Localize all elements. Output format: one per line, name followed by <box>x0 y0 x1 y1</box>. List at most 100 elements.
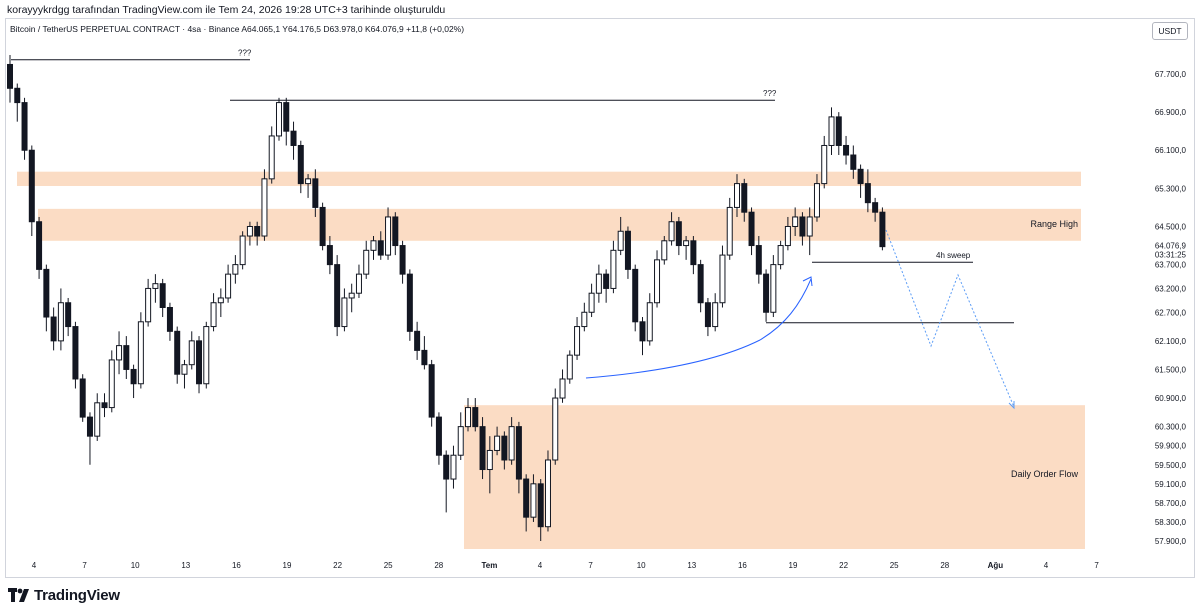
price-tick-label: 62.100,0 <box>1155 337 1187 346</box>
candle-body-up <box>734 183 740 208</box>
candle <box>43 264 50 332</box>
candle-body-down <box>879 211 886 248</box>
candle-body-down <box>283 102 290 132</box>
candle <box>515 421 522 494</box>
candle-body-down <box>472 407 479 428</box>
candle-body-up <box>363 249 370 275</box>
candles-layer <box>7 54 886 541</box>
candle-body-up <box>494 435 501 451</box>
candle-body-up <box>57 302 64 342</box>
candle <box>748 207 755 256</box>
daily-order-flow-zone <box>464 405 1085 549</box>
candle-body-down <box>435 416 442 456</box>
candle <box>457 412 464 460</box>
candle <box>704 297 711 337</box>
candle-body-down <box>79 378 86 418</box>
price-tick-label: 59.100,0 <box>1155 480 1187 489</box>
candle <box>326 236 333 275</box>
time-tick-label: 25 <box>890 561 899 570</box>
price-tick-label: 66.100,0 <box>1155 146 1187 155</box>
candle-body-down <box>799 216 806 237</box>
candle-body-up <box>588 292 595 313</box>
candle <box>130 364 137 399</box>
candle-body-up <box>457 426 464 456</box>
candle-body-down <box>399 245 406 275</box>
price-tick-label: 60.900,0 <box>1155 394 1187 403</box>
time-tick-label: 10 <box>637 561 646 570</box>
candle <box>755 236 762 284</box>
candle-countdown: 03:31:25 <box>1155 251 1187 260</box>
candle <box>239 231 246 270</box>
candle-body-up <box>595 273 602 294</box>
candle <box>399 240 406 284</box>
candle <box>479 417 486 480</box>
candle <box>792 207 799 237</box>
price-tick-label: 65.300,0 <box>1155 184 1187 193</box>
candle-body-down <box>421 349 428 366</box>
candle <box>537 479 544 541</box>
candle <box>319 202 326 251</box>
candle <box>188 331 195 370</box>
price-axis: 57.900,0 58.300,0 58.700,0 59.100,0 59.500,0… <box>1155 70 1187 546</box>
candle <box>719 245 726 308</box>
candle-body-up <box>137 321 144 385</box>
time-tick-label: 22 <box>839 561 848 570</box>
candle-body-down <box>159 283 166 308</box>
candle-body-up <box>145 287 152 323</box>
candle <box>385 207 392 260</box>
time-tick-label: 13 <box>181 561 190 570</box>
candle <box>726 197 733 260</box>
candle-body-up <box>610 249 617 289</box>
time-tick-label: 28 <box>434 561 443 570</box>
candle <box>770 255 777 318</box>
candle <box>348 283 355 313</box>
candle <box>683 236 690 260</box>
candle-body-down <box>864 183 871 204</box>
candle-body-up <box>530 483 537 518</box>
candle-body-up <box>784 225 791 247</box>
candle <box>588 283 595 318</box>
candle <box>552 388 559 465</box>
chart-frame <box>5 18 1195 578</box>
candle-body-up <box>261 178 268 237</box>
sweep-label: 4h sweep <box>936 251 971 260</box>
candle-body-down <box>624 230 631 270</box>
price-tick-label: 67.700,0 <box>1155 70 1187 79</box>
candle-body-up <box>719 254 726 304</box>
time-tick-label: 4 <box>32 561 37 570</box>
projection-arrowhead <box>1008 401 1015 410</box>
candle-body-down <box>843 144 850 156</box>
candle <box>821 135 828 189</box>
range-high-zone <box>38 208 1081 241</box>
candle-body-up <box>617 230 624 251</box>
candle-body-up <box>574 326 581 356</box>
candle <box>857 164 864 198</box>
candle <box>414 321 421 360</box>
currency-button[interactable]: USDT <box>1152 22 1188 40</box>
symbol-info[interactable]: Bitcoin / TetherUS PERPETUAL CONTRACT · … <box>10 24 465 34</box>
zones-layer <box>17 171 1085 549</box>
candle <box>232 255 239 284</box>
candle <box>610 240 617 294</box>
candle <box>806 207 813 256</box>
candle <box>566 350 573 384</box>
candle-body-up <box>203 326 210 385</box>
candle <box>654 250 661 308</box>
candle <box>835 112 842 156</box>
candle-body-up <box>683 240 690 247</box>
candle <box>872 197 879 222</box>
candle <box>50 307 57 351</box>
candle-body-up <box>552 397 559 461</box>
candle-body-down <box>515 426 522 480</box>
tradingview-logo[interactable]: TradingView <box>8 586 120 604</box>
candle <box>421 336 428 370</box>
candle <box>734 174 740 217</box>
time-tick-label: 25 <box>384 561 393 570</box>
candle-body-down <box>50 316 57 342</box>
candle-body-up <box>152 283 159 289</box>
candle-body-down <box>334 264 341 328</box>
candle <box>7 54 13 103</box>
candle <box>690 236 697 275</box>
candle <box>181 359 188 389</box>
